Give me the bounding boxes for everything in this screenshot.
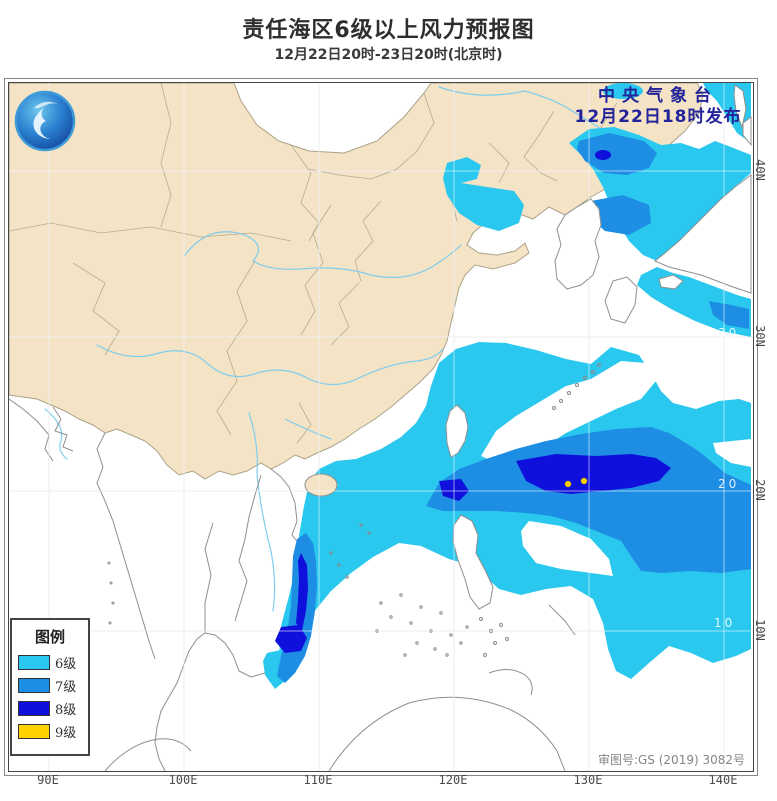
grid-number-10: 10 — [714, 616, 736, 630]
agency-name: 中央气象台 — [598, 86, 718, 106]
legend-item-8级: 8级 — [18, 700, 88, 718]
brahmaputra-river — [44, 408, 68, 460]
pearl-river — [284, 418, 332, 440]
wind7-soj-north — [577, 133, 657, 175]
issue-time: 12月22日18时发布 — [574, 107, 742, 127]
borneo-coast — [328, 696, 566, 771]
grid-number-20: 20 — [718, 477, 740, 491]
lon-label-100E: 100E — [168, 773, 198, 787]
wind7-soj-middle — [589, 195, 651, 235]
grid-number-30: 30 — [718, 326, 740, 340]
map-neatline — [4, 78, 758, 776]
legend-label: 8级 — [55, 702, 77, 718]
lat-label-20N: 20N — [753, 479, 767, 501]
wind7-south-of-japan — [709, 301, 749, 329]
calm-holes — [481, 361, 751, 576]
wind-areas-level9 — [564, 477, 588, 488]
wind6-top-blob — [603, 83, 643, 99]
province-borders — [9, 83, 618, 444]
wind6-yellow-sea — [443, 157, 524, 231]
lon-label-120E: 120E — [438, 773, 468, 787]
cma-logo — [14, 90, 76, 152]
palawan-island — [548, 604, 576, 636]
wind8-soj-spot — [595, 150, 611, 160]
wind9-spot — [580, 477, 588, 485]
legend-swatch — [18, 700, 50, 716]
forecast-map — [8, 82, 754, 772]
china-landmass — [9, 83, 704, 480]
logo-swirl-icon — [33, 102, 54, 139]
lon-label-90E: 90E — [37, 773, 59, 787]
graticule-overlay — [9, 83, 753, 771]
kyushu-island — [604, 276, 638, 324]
shikoku-island — [658, 274, 684, 290]
lat-label-40N: 40N — [753, 159, 767, 181]
legend-item-6级: 6级 — [18, 654, 88, 672]
page-subtitle: 12月22日20时-23日20时(北京时) — [274, 47, 503, 63]
wind8-mekong-delta — [275, 625, 307, 653]
indochina-coast — [154, 468, 301, 771]
legend-rows: 6级 7级 8级 9级 — [12, 654, 88, 741]
lat-label-10N: 10N — [753, 619, 767, 641]
wind7-vietnam-coast — [277, 533, 317, 683]
legend-item-9级: 9级 — [18, 723, 88, 741]
rivers — [44, 86, 622, 612]
legend-label: 6级 — [55, 656, 77, 672]
wind8-vietnam-streak — [296, 553, 308, 631]
lon-label-130E: 130E — [573, 773, 603, 787]
wind8-main-core — [516, 454, 671, 494]
legend-item-7级: 7级 — [18, 677, 88, 695]
legend-label: 9级 — [55, 725, 77, 741]
legend-swatch — [18, 677, 50, 693]
lon-label-110E: 110E — [303, 773, 333, 787]
sumatra-coast — [104, 738, 192, 771]
amur-river — [438, 86, 622, 142]
legend-swatch — [18, 654, 50, 670]
issue-info: 中央气象台 12月22日18时发布 — [545, 86, 771, 128]
mekong-river — [248, 412, 276, 612]
map-canvas — [9, 83, 753, 771]
legend-label: 7级 — [55, 679, 77, 695]
mindanao-coast — [488, 669, 533, 696]
myanmar-coast — [96, 432, 156, 660]
bengal-delta — [9, 398, 74, 462]
indochina-borders — [234, 474, 262, 622]
honshu-island — [654, 174, 752, 294]
legend-title: 图例 — [34, 628, 65, 646]
wind9-spot — [564, 480, 572, 488]
sakhalin-sliver — [733, 84, 747, 129]
legend-swatch — [18, 723, 50, 739]
map-approval-number: 审图号:GS (2019) 3082号 — [597, 753, 745, 767]
yellow-river — [184, 231, 462, 279]
page-title: 责任海区6级以上风力预报图 — [242, 18, 535, 43]
lat-label-30N: 30N — [753, 325, 767, 347]
legend-box: 图例 6级 7级 8级 9级 — [10, 618, 90, 756]
ryukyu-islands — [552, 363, 601, 410]
hokkaido-tip — [742, 116, 752, 147]
hainan-island — [304, 473, 338, 497]
yangtze-river — [96, 344, 444, 386]
lon-label-140E: 140E — [708, 773, 738, 787]
